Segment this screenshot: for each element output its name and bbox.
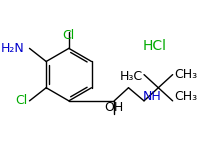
Text: CH₃: CH₃ (174, 68, 197, 81)
Text: NH: NH (143, 90, 162, 103)
Text: Cl: Cl (63, 29, 75, 42)
Text: OH: OH (105, 101, 124, 114)
Text: Cl: Cl (15, 94, 27, 107)
Text: HCl: HCl (143, 39, 167, 53)
Text: H₂N: H₂N (1, 42, 25, 55)
Text: CH₃: CH₃ (174, 90, 197, 103)
Text: H₃C: H₃C (120, 70, 143, 83)
